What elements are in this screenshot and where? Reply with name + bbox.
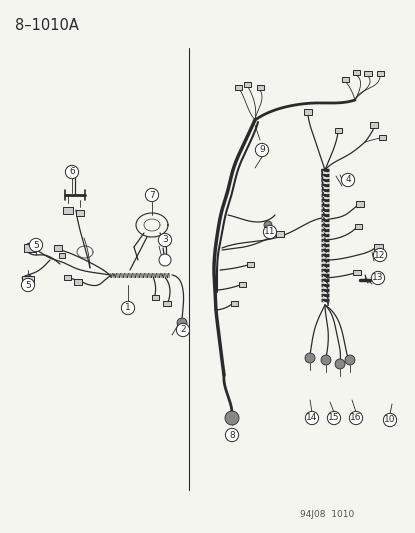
Bar (276, 231, 284, 237)
Bar (234, 85, 242, 90)
Circle shape (342, 173, 355, 187)
Circle shape (159, 233, 172, 247)
Bar (370, 122, 378, 128)
Bar (334, 127, 342, 133)
Circle shape (305, 411, 319, 425)
Text: 7: 7 (149, 190, 155, 199)
Circle shape (335, 359, 345, 369)
Text: 15: 15 (328, 414, 340, 423)
Circle shape (371, 271, 385, 285)
Bar (76, 210, 84, 216)
Circle shape (145, 188, 159, 201)
Bar (256, 85, 264, 90)
Text: 9: 9 (259, 146, 265, 155)
Text: 3: 3 (162, 236, 168, 245)
Text: 8–1010A: 8–1010A (15, 18, 79, 33)
Bar (24, 244, 36, 252)
Circle shape (349, 411, 363, 425)
Bar (230, 301, 237, 305)
Bar (74, 279, 82, 285)
Circle shape (176, 324, 190, 337)
Bar (151, 295, 159, 300)
Circle shape (29, 238, 43, 252)
Circle shape (177, 318, 187, 328)
Circle shape (383, 414, 397, 426)
Bar (247, 262, 254, 266)
Bar (376, 70, 383, 76)
Circle shape (225, 429, 239, 442)
Text: 8: 8 (229, 431, 235, 440)
Circle shape (264, 221, 272, 229)
Bar (352, 69, 359, 75)
Bar (163, 301, 171, 305)
Text: 10: 10 (384, 416, 396, 424)
Circle shape (327, 411, 341, 425)
Text: 6: 6 (69, 167, 75, 176)
Text: 11: 11 (264, 228, 276, 237)
Text: 16: 16 (350, 414, 362, 423)
Circle shape (65, 165, 78, 179)
Circle shape (305, 353, 315, 363)
Circle shape (264, 225, 277, 239)
Text: 2: 2 (180, 326, 186, 335)
Bar (354, 223, 361, 229)
Circle shape (25, 243, 35, 253)
Bar (374, 244, 383, 250)
Bar (244, 82, 251, 86)
Circle shape (21, 278, 34, 292)
Bar (59, 253, 65, 257)
Text: 94J08  1010: 94J08 1010 (300, 510, 354, 519)
Bar (22, 276, 34, 284)
Bar (63, 206, 73, 214)
Bar (342, 77, 349, 82)
Bar (364, 70, 372, 76)
Bar (356, 201, 364, 207)
Text: 14: 14 (306, 414, 318, 423)
Text: 12: 12 (374, 251, 386, 260)
Circle shape (225, 411, 239, 425)
Bar (353, 270, 361, 274)
Circle shape (255, 143, 269, 157)
Circle shape (374, 248, 387, 262)
Text: 1: 1 (125, 303, 131, 312)
Text: 4: 4 (345, 175, 351, 184)
Circle shape (159, 254, 171, 266)
Circle shape (321, 355, 331, 365)
Bar (378, 134, 386, 140)
Bar (304, 109, 312, 115)
Bar (239, 281, 246, 287)
Circle shape (121, 301, 134, 314)
Bar (63, 274, 71, 279)
Text: 5: 5 (25, 280, 31, 289)
Text: 5: 5 (33, 240, 39, 249)
Circle shape (23, 275, 33, 285)
Bar (54, 245, 62, 251)
Text: 13: 13 (372, 273, 384, 282)
Circle shape (345, 355, 355, 365)
